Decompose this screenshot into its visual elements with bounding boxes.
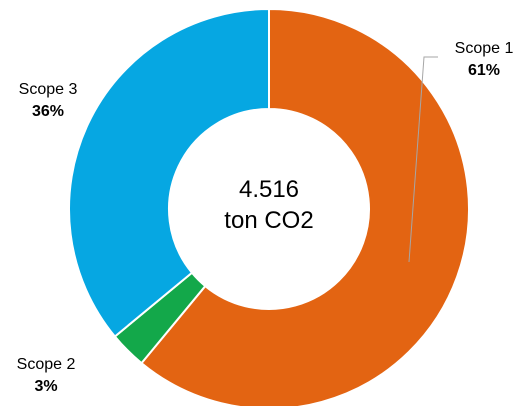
donut-hole (169, 109, 369, 309)
slice-label-name-scope-3: Scope 3 (19, 81, 78, 98)
slice-label-name-scope-2: Scope 2 (17, 356, 76, 373)
center-total-unit: ton CO2 (224, 207, 313, 234)
scope1-leader-line (408, 56, 438, 263)
slice-label-value-scope-1: 61% (468, 62, 500, 79)
slice-label-name-scope-1: Scope 1 (455, 40, 514, 57)
slice-label-value-scope-2: 3% (34, 378, 57, 395)
donut-slices (68, 7, 470, 406)
slice-label-value-scope-3: 36% (32, 103, 64, 120)
center-total-value: 4.516 (239, 176, 299, 203)
